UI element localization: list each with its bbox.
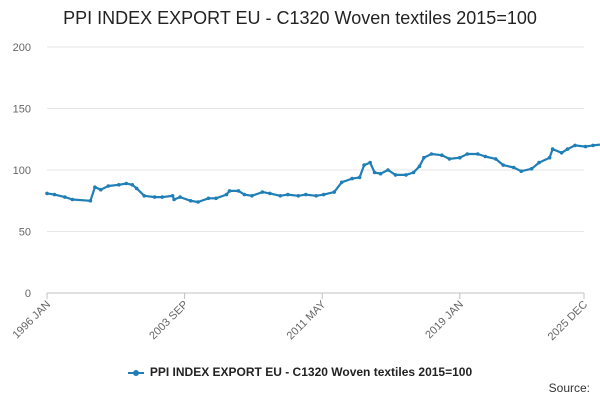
data-point <box>465 152 470 156</box>
data-point <box>99 187 103 192</box>
data-point <box>45 191 49 196</box>
data-point <box>339 180 344 185</box>
legend[interactable]: PPI INDEX EXPORT EU - C1320 Woven textil… <box>0 365 600 379</box>
data-point <box>117 183 121 187</box>
tick-labels: 0 50 100 150 200 1996 JAN 2003 SEP 2011 MAY 2019… <box>10 42 590 343</box>
data-point <box>296 194 301 198</box>
data-point <box>565 147 570 151</box>
x-tick-label: 1996 JAN <box>10 299 53 342</box>
y-tick-label: 0 <box>25 288 31 300</box>
source-label: Source: <box>548 381 590 395</box>
x-tick-label: 2025 DEC <box>546 299 590 343</box>
data-point <box>550 147 555 151</box>
x-tick-label: 2003 SEP <box>147 299 191 343</box>
y-tick-label: 150 <box>13 104 31 116</box>
data-point <box>93 185 97 189</box>
data-point <box>357 175 362 180</box>
x-tick-label: 2019 JAN <box>423 299 466 342</box>
data-point <box>493 157 498 161</box>
data-point <box>332 190 337 194</box>
data-point <box>160 195 164 199</box>
gridlines <box>47 46 584 232</box>
data-point <box>286 192 290 197</box>
data-point <box>106 184 111 188</box>
data-point <box>134 186 139 191</box>
legend-label: PPI INDEX EXPORT EU - C1320 Woven textil… <box>149 365 473 379</box>
data-point <box>404 173 408 177</box>
data-point <box>242 192 247 197</box>
data-point <box>547 155 552 160</box>
data-point <box>268 191 272 196</box>
data-point <box>429 152 434 156</box>
data-point <box>378 171 383 176</box>
data-point <box>304 192 308 197</box>
data-point <box>130 183 135 187</box>
data-point <box>417 164 422 169</box>
data-point <box>224 192 229 197</box>
data-point <box>188 199 193 203</box>
data-point <box>314 194 319 198</box>
data-point <box>278 194 283 198</box>
data-point <box>583 144 588 149</box>
data-point <box>260 190 265 194</box>
data-point <box>440 153 444 157</box>
series-line <box>45 143 600 204</box>
data-point <box>372 170 377 175</box>
y-tick-label: 200 <box>13 42 31 54</box>
data-point <box>422 155 426 160</box>
data-point <box>250 194 254 198</box>
data-point <box>393 173 398 177</box>
data-point <box>559 151 564 155</box>
data-point <box>483 154 488 159</box>
data-point <box>152 195 157 199</box>
data-point <box>70 197 75 202</box>
data-point <box>362 163 366 167</box>
data-point <box>214 196 218 201</box>
data-point <box>350 176 354 181</box>
legend-line-marker-icon <box>127 369 144 376</box>
data-point <box>178 195 182 199</box>
data-point <box>368 160 372 165</box>
data-point <box>88 199 93 203</box>
data-point <box>501 163 506 167</box>
data-point <box>573 143 577 148</box>
data-point <box>227 189 232 193</box>
data-point <box>591 143 595 148</box>
data-point <box>511 165 516 170</box>
chart-title: PPI INDEX EXPORT EU - C1320 Woven textil… <box>63 8 537 28</box>
data-point <box>537 160 541 165</box>
y-tick-label: 100 <box>13 165 31 177</box>
data-point <box>386 168 390 172</box>
x-tick-label: 2011 MAY <box>285 298 329 342</box>
data-point <box>142 194 146 198</box>
data-point <box>529 167 534 171</box>
y-tick-label: 50 <box>19 227 31 239</box>
data-point <box>206 196 211 201</box>
data-point <box>447 157 452 161</box>
series-path <box>46 143 600 204</box>
data-point <box>52 192 57 197</box>
data-point <box>236 189 241 193</box>
data-point <box>63 195 67 199</box>
data-point <box>172 197 176 202</box>
data-point <box>321 192 326 197</box>
data-point <box>170 194 175 198</box>
data-point <box>458 155 462 160</box>
data-point <box>411 170 416 175</box>
data-point <box>519 169 523 173</box>
axes <box>46 292 585 299</box>
data-point <box>196 200 200 204</box>
data-point <box>476 152 480 156</box>
data-point <box>124 181 129 186</box>
